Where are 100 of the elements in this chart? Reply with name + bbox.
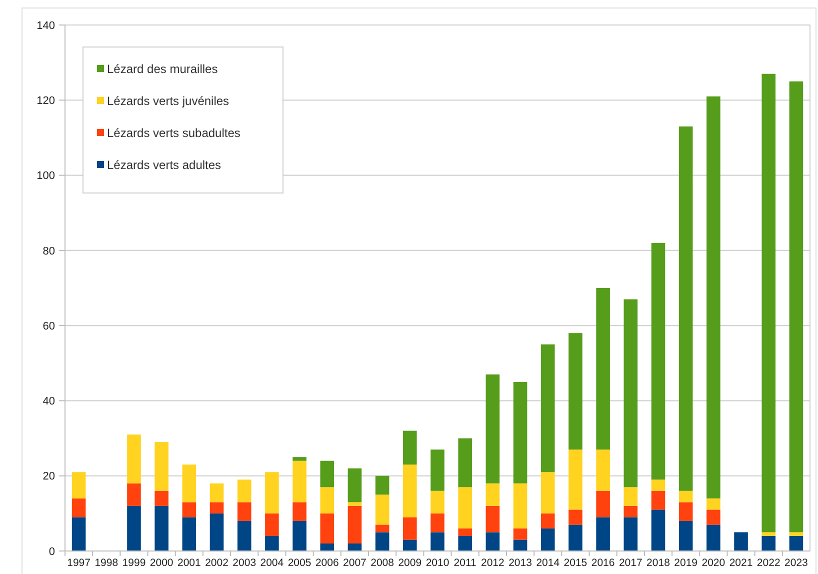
bar <box>540 528 555 551</box>
y-tick-label: 60 <box>42 320 55 332</box>
x-tick-label: 1997 <box>67 557 91 569</box>
y-tick-label: 80 <box>42 245 55 258</box>
bar <box>375 524 390 532</box>
bar <box>624 517 638 551</box>
bar <box>624 299 638 488</box>
bar <box>624 487 638 506</box>
bar <box>127 506 141 551</box>
x-tick-label: 1999 <box>122 557 146 569</box>
bar <box>706 498 720 510</box>
x-tick-label: 2019 <box>674 557 698 569</box>
bar <box>182 517 196 551</box>
bar <box>375 494 390 525</box>
bar <box>624 506 638 518</box>
legend-label: Lézards verts adultes <box>107 158 222 172</box>
bar <box>348 502 362 506</box>
x-tick-label: 2002 <box>205 557 229 569</box>
x-tick-label: 2007 <box>343 557 367 569</box>
x-tick-label: 2015 <box>564 557 588 569</box>
x-tick-label: 2017 <box>618 557 642 569</box>
bar <box>403 517 417 540</box>
bar <box>762 74 776 532</box>
x-tick-label: 2000 <box>150 557 174 569</box>
bar <box>678 490 693 502</box>
x-tick-label: 2004 <box>260 557 284 569</box>
bar <box>210 513 224 551</box>
x-tick-label: 2021 <box>729 557 753 569</box>
x-tick-label: 2009 <box>398 557 422 569</box>
x-tick-label: 1998 <box>94 557 118 569</box>
y-tick-label: 0 <box>48 546 55 558</box>
bar <box>292 457 306 461</box>
bar <box>292 460 306 502</box>
bar <box>292 520 306 551</box>
bar <box>320 513 334 544</box>
bar <box>678 126 693 491</box>
legend-label: Lézards verts juvéniles <box>107 94 230 108</box>
bar <box>237 502 252 521</box>
bar <box>706 96 720 498</box>
bar <box>458 487 472 528</box>
y-tick-label: 140 <box>36 20 55 32</box>
bar <box>596 490 610 518</box>
bar <box>127 483 141 506</box>
legend-label: Lézards verts subadultes <box>107 126 240 140</box>
bar <box>540 472 555 514</box>
bar <box>265 513 279 536</box>
bar <box>678 520 693 551</box>
bar <box>430 532 444 551</box>
x-tick-label: 2012 <box>481 557 505 569</box>
y-tick-label: 40 <box>42 396 55 408</box>
bar <box>72 472 86 498</box>
bar <box>568 510 582 525</box>
bar <box>651 510 666 551</box>
bar <box>651 480 666 491</box>
x-tick-label: 2001 <box>177 557 202 569</box>
bar <box>72 498 86 518</box>
bar <box>154 442 168 491</box>
bar <box>265 536 279 551</box>
bar <box>789 536 804 551</box>
bar <box>210 483 224 502</box>
bar <box>458 536 472 551</box>
bar <box>678 502 693 521</box>
bar <box>486 532 500 551</box>
bar <box>72 517 86 551</box>
bar <box>513 540 528 551</box>
bar <box>458 528 472 536</box>
bar <box>320 487 334 514</box>
bar <box>127 434 141 484</box>
bar <box>596 450 610 491</box>
bar <box>403 540 417 551</box>
bar <box>292 502 306 521</box>
y-tick-label: 120 <box>36 94 55 107</box>
x-tick-label: 2005 <box>288 557 312 569</box>
x-tick-label: 2006 <box>315 557 339 569</box>
bar <box>734 532 748 551</box>
bar <box>651 242 666 480</box>
bar <box>348 506 362 544</box>
bar <box>265 472 279 514</box>
bar <box>348 543 362 551</box>
x-tick-label: 2023 <box>784 557 808 569</box>
bar <box>320 543 334 551</box>
bar <box>154 490 168 506</box>
x-tick-label: 2011 <box>454 557 477 569</box>
bar <box>375 532 390 551</box>
bar <box>540 513 555 528</box>
x-tick-label: 2018 <box>646 557 670 569</box>
bar <box>596 288 610 450</box>
bar <box>486 374 500 484</box>
bar <box>596 517 610 551</box>
y-tick-label: 100 <box>36 170 55 182</box>
bar <box>651 490 666 510</box>
bar <box>486 506 500 532</box>
bar <box>789 81 804 532</box>
bar <box>237 520 252 551</box>
bar <box>210 502 224 514</box>
bar <box>320 460 334 488</box>
bar <box>154 506 168 551</box>
bar <box>513 483 528 528</box>
bar <box>348 468 362 502</box>
bar <box>513 528 528 540</box>
